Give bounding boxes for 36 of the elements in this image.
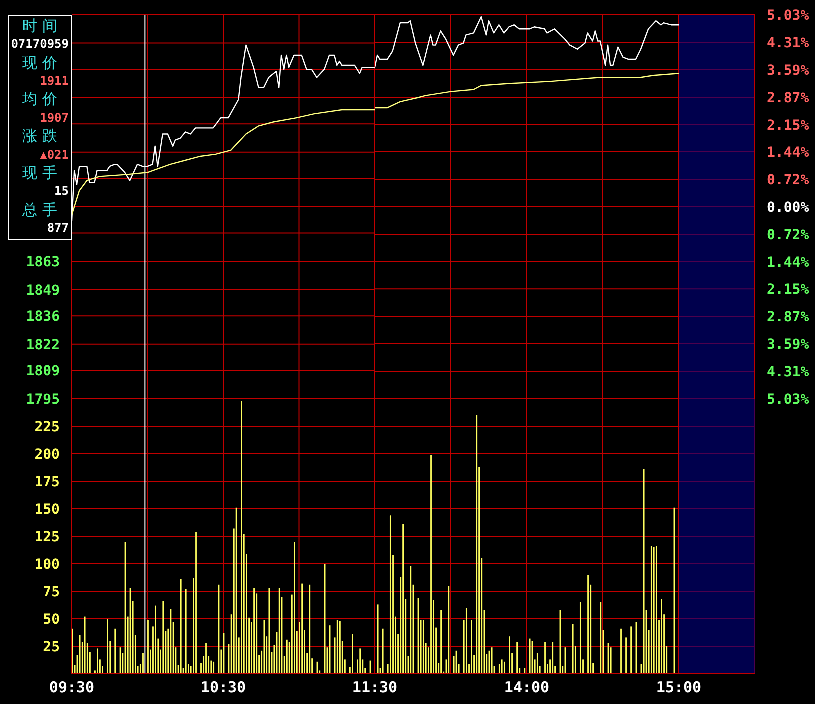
y-tick-label: 100 (34, 557, 60, 573)
y2-tick-label: 0.00% (767, 200, 810, 216)
x-tick-label: 14:00 (504, 678, 550, 697)
y-tick-label: 1809 (26, 364, 60, 380)
y2-tick-label: 0.72% (767, 227, 810, 244)
y-tick-label: 1849 (26, 282, 60, 299)
y2-tick-label: 4.31% (767, 35, 810, 52)
quote-info-card: 时 间 07170959 现 价 1911 均 价 1907 涨 跌 ▲021 现 手 15 总 手 877 (8, 15, 72, 240)
y-tick-label: 175 (34, 474, 60, 490)
y2-tick-label: 5.03% (767, 392, 810, 408)
y-tick-label: 200 (34, 447, 60, 463)
x-tick-label: 11:30 (352, 678, 398, 697)
y-tick-label: 125 (34, 530, 60, 546)
y2-tick-label: 0.72% (767, 172, 810, 189)
y-tick-label: 75 (43, 584, 60, 600)
x-tick-label: 09:30 (49, 678, 95, 697)
y2-tick-label: 2.87% (767, 90, 810, 106)
y2-tick-label: 3.59% (767, 337, 810, 354)
x-tick-label: 15:00 (656, 678, 702, 697)
y-tick-label: 50 (43, 612, 60, 628)
y2-tick-label: 2.15% (767, 118, 810, 134)
y-tick-label: 1836 (26, 309, 60, 326)
y2-tick-label: 2.87% (767, 310, 810, 326)
y2-tick-label: 4.31% (767, 364, 810, 381)
y-tick-label: 225 (34, 420, 60, 436)
y2-tick-label: 1.44% (767, 145, 810, 162)
y-tick-label: 1795 (26, 392, 60, 408)
y-tick-label: 150 (34, 502, 60, 518)
y2-tick-label: 5.03% (767, 8, 810, 24)
y-tick-label: 1863 (26, 254, 60, 271)
y2-tick-label: 3.59% (767, 62, 810, 79)
y2-tick-label: 2.15% (767, 282, 810, 298)
y-tick-label: 1822 (26, 337, 60, 354)
y2-tick-label: 1.44% (767, 254, 810, 271)
y-tick-label: 25 (43, 640, 60, 656)
x-tick-label: 10:30 (200, 678, 246, 697)
